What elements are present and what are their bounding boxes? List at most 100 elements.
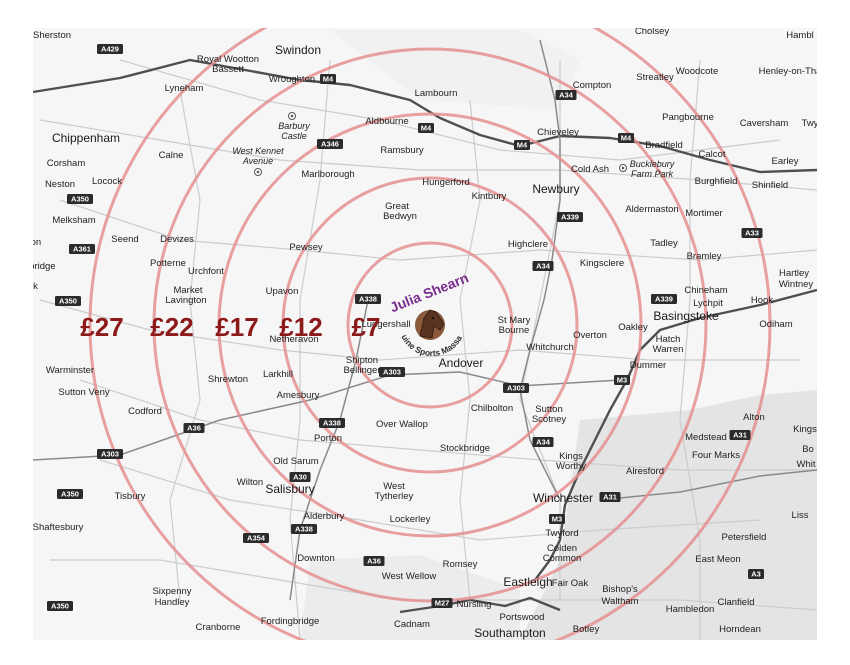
place-label: West Kennet	[232, 146, 284, 156]
svg-text:A34: A34	[536, 438, 551, 447]
svg-text:A346: A346	[321, 140, 339, 149]
road-shield: M4	[618, 133, 634, 143]
place-label: Twyford	[545, 528, 578, 539]
road-shield: A34	[532, 437, 554, 447]
place-label: West Wellow	[382, 571, 437, 582]
road-shield: A338	[319, 418, 345, 428]
place-label: Aldermaston	[625, 204, 678, 215]
road-shield: A34	[555, 90, 577, 100]
place-label: Winchester	[533, 491, 593, 505]
place-label: Kings	[559, 451, 583, 462]
place-label: Netheravon	[269, 334, 318, 345]
road-shield: M3	[614, 375, 630, 385]
place-label: Royal Wootton	[197, 54, 259, 65]
distance-ring-3	[217, 112, 643, 538]
place-label: Portswood	[500, 612, 545, 623]
place-label: Shipton	[346, 355, 378, 366]
svg-text:A36: A36	[367, 557, 381, 566]
place-label: Stockbridge	[440, 443, 490, 454]
place-label: Colden	[547, 543, 577, 554]
svg-text:A339: A339	[655, 295, 673, 304]
place-label: Basingstoke	[653, 309, 719, 323]
place-label: Porton	[314, 433, 342, 444]
place-label: Earley	[772, 156, 799, 167]
place-label: West	[383, 481, 405, 492]
place-label: Bishop's	[602, 584, 638, 595]
place-label: Melksham	[52, 215, 95, 226]
place-label: Cold Ash	[571, 164, 609, 175]
place-label: Oakley	[618, 322, 648, 333]
svg-text:A350: A350	[51, 602, 69, 611]
place-label: Castle	[281, 131, 307, 141]
place-label: Sutton Veny	[58, 387, 109, 398]
place-label: Kingsclere	[580, 258, 624, 269]
price-label: £22	[150, 312, 193, 342]
road-shield: M3	[549, 514, 565, 524]
price-labels: £27 £22 £17 £12 £7	[80, 312, 380, 342]
place-label: Old Sarum	[273, 456, 318, 467]
place-label: Horndean	[719, 624, 761, 635]
road-shields: A429 M4 M4 M4 M4 A34 A346 A350 A361 A339 A33 A34 A35…	[47, 44, 764, 611]
svg-text:M3: M3	[552, 515, 562, 524]
place-label: Southampton	[474, 626, 545, 640]
place-label: Hambledon	[666, 604, 715, 615]
place-label: Dummer	[630, 360, 666, 371]
place-label: Corsham	[47, 158, 86, 169]
svg-text:A34: A34	[536, 262, 551, 271]
horse-eye-icon	[431, 316, 435, 320]
place-label: Bramley	[687, 251, 722, 262]
road-shield: A303	[97, 449, 123, 459]
place-label: Lockerley	[390, 514, 431, 525]
place-label: Odiham	[759, 319, 792, 330]
place-label: Calne	[159, 150, 184, 161]
road-shield: M4	[320, 74, 336, 84]
road-shield: A31	[599, 492, 621, 502]
frame-top	[0, 0, 850, 28]
place-label: Potterne	[150, 258, 186, 269]
place-label: Ramsbury	[380, 145, 424, 156]
place-label: Lychpit	[693, 298, 723, 309]
horse-head-icon	[419, 309, 445, 339]
place-label: Salisbury	[265, 482, 314, 496]
place-label: Chilbolton	[471, 403, 513, 414]
distance-ring-4	[152, 47, 708, 603]
road-shield: A350	[47, 601, 73, 611]
svg-text:A303: A303	[383, 368, 401, 377]
road-shield: A339	[557, 212, 583, 222]
road-shield: A350	[55, 296, 81, 306]
svg-text:A338: A338	[323, 419, 341, 428]
place-label: Farm Park	[631, 169, 674, 179]
place-label: Twy	[802, 118, 819, 129]
place-label: Caversham	[740, 118, 789, 129]
place-label: Cadnam	[394, 619, 430, 630]
place-label: Sherston	[33, 30, 71, 41]
road-shield: A36	[363, 556, 385, 566]
svg-text:M4: M4	[517, 141, 528, 150]
shaded-region-south	[300, 555, 520, 640]
road-shield: A30	[289, 472, 311, 482]
place-label: Swindon	[275, 43, 321, 57]
place-label: Mortimer	[685, 208, 722, 219]
svg-text:A350: A350	[59, 297, 77, 306]
road-shield: A303	[503, 383, 529, 393]
place-label: Cranborne	[196, 622, 241, 633]
svg-text:A339: A339	[561, 213, 579, 222]
place-label: St Mary	[498, 315, 531, 326]
place-label: Bassett	[212, 64, 244, 75]
svg-text:M3: M3	[617, 376, 627, 385]
place-label: Barbury	[278, 121, 310, 131]
place-label: Wilton	[237, 477, 263, 488]
distance-ring-2	[281, 176, 579, 474]
price-label: £7	[352, 312, 381, 342]
place-label: Bourne	[499, 325, 530, 336]
svg-text:M4: M4	[421, 124, 432, 133]
place-label: Clanfield	[718, 597, 755, 608]
svg-text:A31: A31	[733, 431, 747, 440]
place-label: Hungerford	[422, 177, 470, 188]
place-label: Alresford	[626, 466, 664, 477]
place-label: Chineham	[684, 285, 727, 296]
poi-dot-icon	[256, 170, 260, 174]
place-label: Woodcote	[676, 66, 719, 77]
svg-text:A3: A3	[751, 570, 761, 579]
